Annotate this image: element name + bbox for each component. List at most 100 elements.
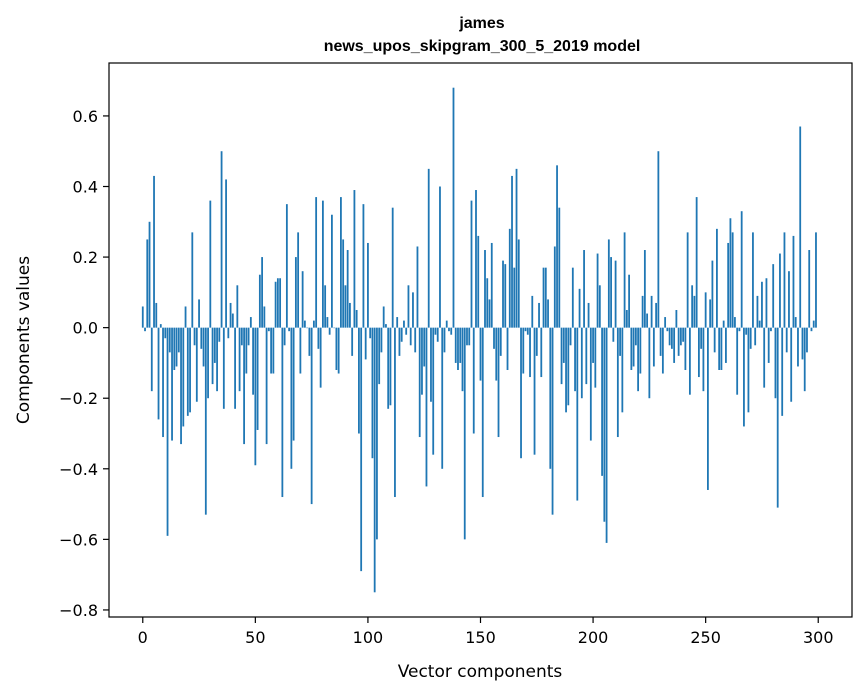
bar: [317, 327, 320, 349]
bar: [756, 295, 759, 328]
bar: [587, 302, 590, 328]
bar: [765, 278, 768, 328]
bar: [610, 257, 612, 328]
bar: [272, 327, 275, 374]
bar: [790, 327, 793, 402]
bar: [400, 327, 403, 342]
bar: [342, 239, 345, 328]
bar: [441, 327, 444, 469]
bar: [164, 327, 167, 339]
bar: [362, 204, 365, 328]
bar: [306, 327, 309, 329]
bar: [585, 327, 588, 385]
bar: [808, 250, 811, 328]
y-tick-label: 0.4: [73, 178, 98, 197]
bar: [157, 327, 160, 420]
bar: [191, 232, 194, 328]
bar: [394, 327, 396, 498]
bar: [216, 327, 218, 392]
bar: [688, 327, 691, 395]
bar: [612, 327, 615, 342]
bar: [517, 239, 520, 328]
bar: [153, 175, 155, 328]
bar: [166, 327, 169, 536]
bar: [391, 207, 394, 328]
bar: [526, 327, 529, 335]
bar: [529, 327, 531, 378]
bar: [625, 310, 628, 328]
bar: [607, 239, 610, 328]
bar: [734, 317, 736, 328]
bar: [243, 327, 245, 445]
bar: [718, 327, 721, 370]
y-tick-label: 0.0: [73, 319, 98, 338]
bar: [297, 232, 300, 328]
bar: [380, 327, 383, 353]
bar: [490, 242, 493, 328]
bar: [594, 327, 597, 388]
bar: [463, 327, 466, 540]
bar: [736, 327, 739, 395]
chart-title: james: [458, 15, 504, 32]
bar: [344, 285, 347, 328]
x-tick-label: 200: [578, 628, 609, 647]
bar: [452, 87, 455, 328]
bar: [670, 327, 673, 349]
bar: [324, 285, 327, 328]
bar: [634, 327, 637, 346]
bar: [731, 232, 734, 328]
bar: [376, 327, 378, 540]
bar: [450, 327, 453, 335]
bar: [666, 327, 669, 332]
bar: [335, 327, 338, 370]
bar: [436, 327, 439, 342]
bar: [218, 327, 221, 342]
bar: [267, 327, 270, 332]
bar: [655, 302, 658, 328]
y-tick-label: −0.4: [59, 460, 98, 479]
bar: [799, 126, 802, 328]
bar: [702, 327, 705, 392]
bar: [155, 302, 158, 328]
bar: [301, 271, 304, 328]
bar: [175, 327, 178, 367]
bar: [200, 327, 203, 349]
bar: [240, 327, 243, 346]
bar: [364, 327, 367, 360]
bar: [598, 285, 601, 328]
bar: [281, 327, 284, 498]
bar: [553, 246, 556, 328]
bar: [346, 250, 349, 328]
bar: [623, 232, 626, 328]
bar: [722, 320, 725, 328]
bar: [801, 327, 804, 360]
bar: [328, 327, 331, 335]
bar: [508, 228, 511, 328]
x-tick-label: 50: [245, 628, 265, 647]
bar: [303, 320, 306, 328]
x-tick-label: 300: [803, 628, 834, 647]
bar: [398, 327, 401, 356]
bar: [382, 306, 385, 328]
bar: [758, 320, 761, 328]
bar: [560, 327, 563, 385]
bar: [668, 327, 671, 346]
bar: [522, 327, 525, 374]
bar: [330, 214, 333, 328]
bar: [488, 299, 491, 328]
y-tick-label: 0.6: [73, 107, 98, 126]
x-tick-label: 0: [138, 628, 148, 647]
bar: [648, 327, 651, 399]
bar: [520, 327, 522, 459]
bar: [592, 327, 594, 363]
bar: [495, 327, 498, 381]
bar: [225, 179, 227, 328]
bar: [695, 197, 698, 328]
bar: [794, 317, 797, 328]
bar: [650, 295, 653, 328]
bar: [430, 327, 432, 402]
bar: [310, 327, 313, 505]
bar: [675, 310, 678, 328]
bar: [162, 327, 164, 438]
bar: [198, 299, 200, 328]
